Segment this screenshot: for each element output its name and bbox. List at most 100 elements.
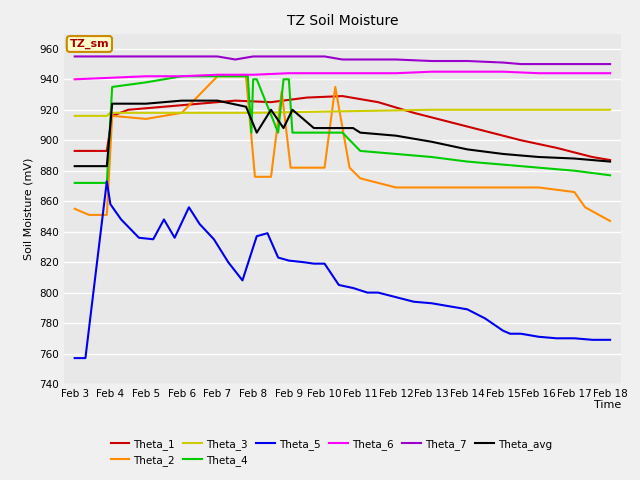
Theta_avg xyxy=(463,146,471,152)
Theta_5 xyxy=(106,201,114,207)
Theta_2 xyxy=(214,73,221,79)
Theta_6 xyxy=(570,71,578,76)
Theta_1 xyxy=(374,99,382,105)
Theta_avg xyxy=(214,98,221,104)
Theta_6 xyxy=(250,72,257,78)
Theta_2 xyxy=(570,189,578,195)
Theta_1 xyxy=(108,113,116,119)
Theta_4 xyxy=(103,180,111,186)
Theta_2 xyxy=(535,185,543,191)
Line: Theta_1: Theta_1 xyxy=(75,96,610,160)
Theta_5 xyxy=(71,355,79,361)
Theta_5 xyxy=(364,290,371,296)
Theta_7 xyxy=(339,57,346,62)
Theta_3 xyxy=(428,107,435,113)
Theta_2 xyxy=(606,218,614,224)
Theta_5 xyxy=(239,277,246,283)
Theta_5 xyxy=(149,236,157,242)
Theta_3 xyxy=(142,110,150,116)
Theta_4 xyxy=(275,130,282,135)
Theta_avg xyxy=(108,101,116,107)
Theta_7 xyxy=(606,61,614,67)
Theta_7 xyxy=(321,54,328,60)
Theta_4 xyxy=(339,130,346,135)
Theta_7 xyxy=(499,60,507,65)
Theta_5 xyxy=(310,261,317,266)
Theta_5 xyxy=(103,179,111,184)
Theta_4 xyxy=(463,159,471,165)
Theta_7 xyxy=(250,54,257,60)
Theta_avg xyxy=(392,133,400,139)
Theta_2 xyxy=(142,116,150,122)
Theta_avg xyxy=(71,163,79,169)
Theta_4 xyxy=(321,130,328,135)
Theta_7 xyxy=(178,54,186,60)
Theta_7 xyxy=(106,54,114,60)
Theta_5 xyxy=(535,334,543,340)
Theta_1 xyxy=(553,145,561,151)
Theta_6 xyxy=(428,69,435,74)
Theta_1 xyxy=(445,119,453,125)
Theta_avg xyxy=(321,125,328,131)
Line: Theta_3: Theta_3 xyxy=(75,110,610,116)
Theta_5 xyxy=(428,300,435,306)
Theta_2 xyxy=(346,165,353,170)
Theta_2 xyxy=(287,165,294,170)
Theta_4 xyxy=(428,154,435,160)
Theta_1 xyxy=(160,104,168,109)
Theta_5 xyxy=(349,285,357,291)
Theta_2 xyxy=(251,174,259,180)
Theta_7 xyxy=(392,57,400,62)
Theta_1 xyxy=(410,110,418,116)
Theta_avg xyxy=(280,125,287,131)
Theta_7 xyxy=(570,61,578,67)
Theta_7 xyxy=(463,58,471,64)
Theta_4 xyxy=(289,130,296,135)
Line: Theta_4: Theta_4 xyxy=(75,76,610,183)
Theta_6 xyxy=(71,76,79,82)
Theta_avg xyxy=(356,130,364,135)
Theta_5 xyxy=(445,303,453,309)
Theta_5 xyxy=(117,216,125,222)
Theta_4 xyxy=(71,180,79,186)
Theta_1 xyxy=(196,101,204,107)
Theta_4 xyxy=(248,130,255,135)
Theta_2 xyxy=(581,204,589,210)
Theta_2 xyxy=(332,84,339,90)
Theta_4 xyxy=(606,172,614,178)
Theta_5 xyxy=(225,259,232,265)
Theta_2 xyxy=(463,185,471,191)
Theta_6 xyxy=(321,71,328,76)
Theta_5 xyxy=(285,258,292,264)
Theta_1 xyxy=(339,93,346,99)
Theta_avg xyxy=(335,125,342,131)
Theta_5 xyxy=(196,221,204,227)
Theta_2 xyxy=(178,110,186,116)
Theta_3 xyxy=(106,110,114,116)
Theta_3 xyxy=(606,107,614,113)
Theta_avg xyxy=(349,125,357,131)
Theta_7 xyxy=(142,54,150,60)
Theta_2 xyxy=(108,113,116,119)
Theta_6 xyxy=(499,69,507,74)
Theta_5 xyxy=(300,259,307,265)
Theta_4 xyxy=(570,168,578,174)
Line: Theta_6: Theta_6 xyxy=(75,72,610,79)
Theta_avg xyxy=(535,154,543,160)
Theta_4 xyxy=(535,165,543,170)
Theta_7 xyxy=(285,54,292,60)
Theta_6 xyxy=(142,73,150,79)
Theta_6 xyxy=(392,71,400,76)
Theta_4 xyxy=(214,73,221,79)
Theta_1 xyxy=(303,95,310,100)
Theta_5 xyxy=(517,331,525,336)
Theta_1 xyxy=(481,128,489,134)
Theta_1 xyxy=(267,99,275,105)
Theta_5 xyxy=(570,336,578,341)
Theta_5 xyxy=(588,337,596,343)
Theta_4 xyxy=(244,73,252,79)
Theta_5 xyxy=(410,299,418,305)
Theta_4 xyxy=(85,180,93,186)
Theta_5 xyxy=(253,233,260,239)
Theta_avg xyxy=(142,101,150,107)
